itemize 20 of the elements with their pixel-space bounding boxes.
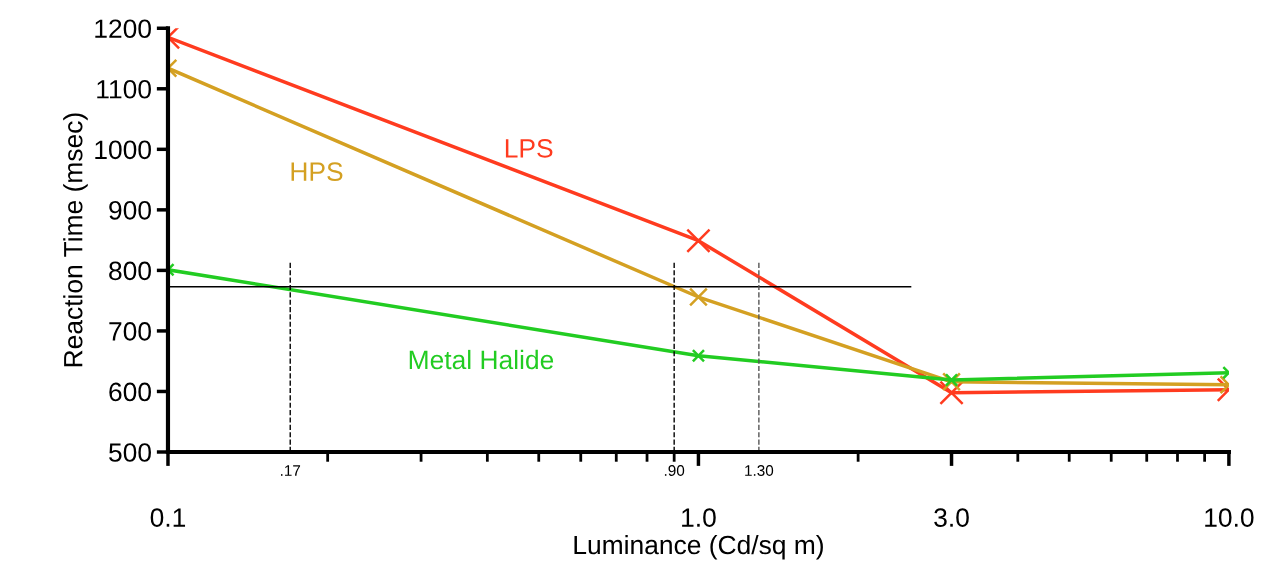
series-label: HPS bbox=[291, 162, 343, 182]
ref-line-label: .90 bbox=[664, 465, 685, 476]
series-label: Metal Halide bbox=[409, 349, 554, 370]
y-tick-label: 1200 bbox=[95, 19, 151, 39]
y-tick-label: 600 bbox=[109, 382, 151, 402]
y-tick-label: 1100 bbox=[97, 79, 151, 99]
y-tick-label: 1000 bbox=[95, 140, 151, 160]
series-label: LPS bbox=[505, 139, 553, 158]
ref-line-label: 1.30 bbox=[745, 465, 774, 476]
x-axis-title: Luminance (Cd/sq m) bbox=[574, 534, 823, 560]
x-tick-label: 1.0 bbox=[682, 508, 716, 527]
x-tick-label: 0.1 bbox=[150, 508, 186, 527]
y-tick-label: 700 bbox=[109, 322, 151, 341]
y-tick-label: 800 bbox=[109, 261, 151, 281]
y-tick-label: 500 bbox=[109, 443, 151, 462]
ref-line-label: .17 bbox=[281, 465, 301, 476]
x-tick-label: 3.0 bbox=[934, 508, 969, 527]
x-tick-label: 10.0 bbox=[1205, 508, 1254, 527]
y-tick-label: 900 bbox=[109, 200, 151, 220]
y-axis-title: Reaction Time (msec) bbox=[63, 113, 88, 367]
